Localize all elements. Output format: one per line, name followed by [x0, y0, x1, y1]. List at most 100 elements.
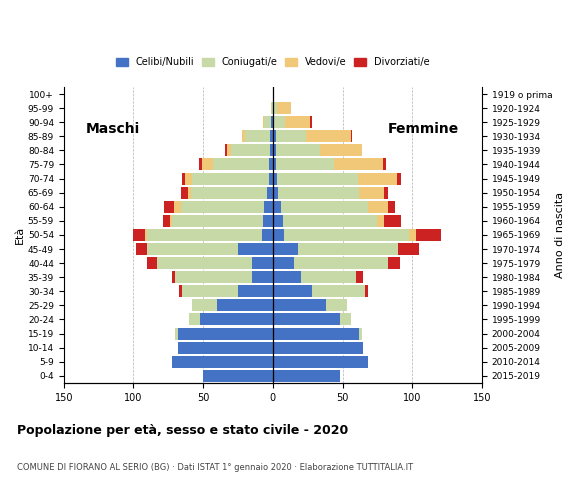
- Bar: [175, 327, 178, 339]
- Bar: [273, 342, 364, 354]
- Bar: [163, 215, 170, 227]
- Bar: [273, 243, 298, 255]
- Bar: [263, 116, 264, 128]
- Bar: [242, 130, 245, 142]
- Bar: [172, 215, 263, 227]
- Bar: [231, 144, 270, 156]
- Bar: [147, 229, 262, 241]
- Bar: [293, 257, 389, 269]
- Bar: [182, 285, 238, 297]
- Bar: [273, 173, 277, 185]
- Bar: [213, 158, 269, 170]
- Y-axis label: Anno di nascita: Anno di nascita: [555, 192, 565, 278]
- Bar: [270, 130, 273, 142]
- Bar: [389, 257, 400, 269]
- Bar: [182, 173, 185, 185]
- Bar: [226, 144, 227, 156]
- Bar: [389, 201, 396, 213]
- Bar: [189, 313, 200, 325]
- Bar: [217, 300, 273, 312]
- Bar: [273, 187, 278, 199]
- Bar: [273, 201, 281, 213]
- Bar: [334, 158, 383, 170]
- Bar: [273, 313, 340, 325]
- Bar: [273, 88, 274, 100]
- Bar: [245, 130, 270, 142]
- Bar: [273, 356, 368, 368]
- Bar: [340, 313, 351, 325]
- Bar: [273, 158, 275, 170]
- Bar: [383, 158, 386, 170]
- Bar: [278, 187, 359, 199]
- Bar: [298, 243, 398, 255]
- Bar: [409, 229, 416, 241]
- Bar: [174, 201, 181, 213]
- Bar: [398, 243, 419, 255]
- Bar: [359, 327, 362, 339]
- Bar: [238, 285, 273, 297]
- Bar: [181, 201, 264, 213]
- Bar: [157, 257, 252, 269]
- Bar: [269, 158, 273, 170]
- Bar: [359, 187, 385, 199]
- Bar: [170, 215, 172, 227]
- Bar: [276, 144, 320, 156]
- Bar: [179, 285, 182, 297]
- Bar: [276, 130, 306, 142]
- Text: COMUNE DI FIORANO AL SERIO (BG) · Dati ISTAT 1° gennaio 2020 · Elaborazione TUTT: COMUNE DI FIORANO AL SERIO (BG) · Dati I…: [17, 463, 414, 472]
- Bar: [416, 229, 441, 241]
- Bar: [312, 285, 365, 297]
- Bar: [238, 243, 273, 255]
- Bar: [273, 215, 282, 227]
- Bar: [181, 187, 188, 199]
- Bar: [365, 285, 368, 297]
- Bar: [273, 144, 275, 156]
- Bar: [271, 116, 273, 128]
- Bar: [175, 271, 252, 283]
- Bar: [276, 158, 334, 170]
- Bar: [368, 201, 389, 213]
- Bar: [199, 158, 202, 170]
- Bar: [144, 229, 147, 241]
- Bar: [133, 229, 144, 241]
- Bar: [310, 116, 312, 128]
- Bar: [277, 102, 291, 114]
- Bar: [178, 327, 273, 339]
- Bar: [281, 201, 368, 213]
- Bar: [273, 370, 340, 382]
- Bar: [252, 257, 273, 269]
- Bar: [192, 300, 217, 312]
- Bar: [357, 271, 364, 283]
- Bar: [273, 300, 326, 312]
- Bar: [185, 173, 192, 185]
- Bar: [202, 158, 213, 170]
- Bar: [264, 116, 271, 128]
- Bar: [147, 257, 157, 269]
- Text: Popolazione per età, sesso e stato civile - 2020: Popolazione per età, sesso e stato civil…: [17, 424, 349, 437]
- Bar: [172, 271, 175, 283]
- Bar: [164, 201, 174, 213]
- Legend: Celibi/Nubili, Coniugati/e, Vedovi/e, Divorziati/e: Celibi/Nubili, Coniugati/e, Vedovi/e, Di…: [113, 53, 433, 71]
- Bar: [271, 102, 273, 114]
- Bar: [267, 187, 273, 199]
- Bar: [326, 300, 347, 312]
- Bar: [378, 215, 385, 227]
- Bar: [200, 313, 273, 325]
- Y-axis label: Età: Età: [15, 226, 25, 244]
- Bar: [273, 271, 300, 283]
- Bar: [273, 327, 359, 339]
- Bar: [263, 215, 273, 227]
- Bar: [270, 144, 273, 156]
- Bar: [320, 144, 362, 156]
- Bar: [285, 116, 310, 128]
- Bar: [136, 243, 147, 255]
- Bar: [147, 243, 238, 255]
- Bar: [273, 229, 284, 241]
- Bar: [277, 173, 358, 185]
- Bar: [385, 187, 389, 199]
- Bar: [282, 215, 378, 227]
- Bar: [351, 130, 352, 142]
- Bar: [397, 173, 401, 185]
- Bar: [273, 116, 274, 128]
- Bar: [273, 102, 277, 114]
